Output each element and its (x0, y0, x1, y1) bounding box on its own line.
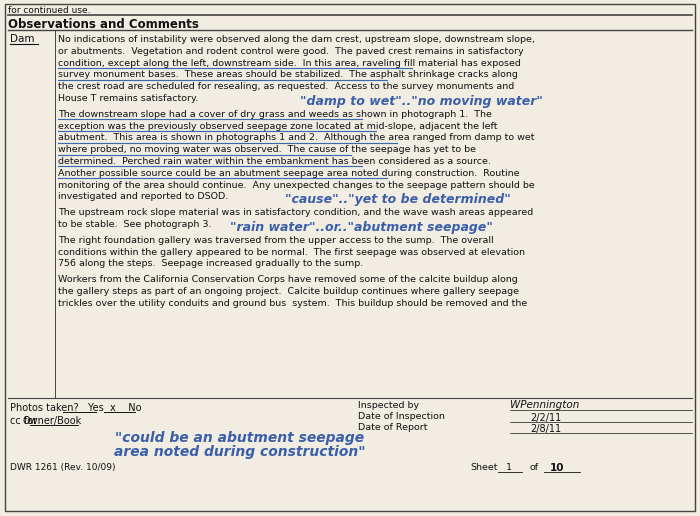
Text: Observations and Comments: Observations and Comments (8, 18, 199, 31)
Text: the crest road are scheduled for resealing, as requested.  Access to the survey : the crest road are scheduled for reseali… (58, 82, 514, 91)
Text: abutment.  This area is shown in photographs 1 and 2.  Although the area ranged : abutment. This area is shown in photogra… (58, 134, 535, 142)
Text: Workers from the California Conservation Corps have removed some of the calcite : Workers from the California Conservation… (58, 275, 518, 284)
Text: DWR 1261 (Rev. 10/09): DWR 1261 (Rev. 10/09) (10, 463, 116, 472)
Text: cc for: cc for (10, 416, 37, 426)
Text: The upstream rock slope material was in satisfactory condition, and the wave was: The upstream rock slope material was in … (58, 208, 533, 217)
Text: 10: 10 (550, 463, 564, 473)
Text: 2/2/11: 2/2/11 (530, 413, 561, 423)
Text: exception was the previously observed seepage zone located at mid-slope, adjacen: exception was the previously observed se… (58, 122, 498, 131)
Text: No indications of instability were observed along the dam crest, upstream slope,: No indications of instability were obser… (58, 35, 535, 44)
Text: "rain water"..or.."abutment seepage": "rain water"..or.."abutment seepage" (230, 221, 493, 234)
Text: Owner/Book: Owner/Book (22, 416, 82, 426)
Text: or abutments.  Vegetation and rodent control were good.  The paved crest remains: or abutments. Vegetation and rodent cont… (58, 47, 524, 56)
Text: Date of Report: Date of Report (358, 423, 428, 432)
Text: Photos taken?   Yes  x    No: Photos taken? Yes x No (10, 403, 141, 413)
Text: 756 along the steps.  Seepage increased gradually to the sump.: 756 along the steps. Seepage increased g… (58, 260, 363, 268)
Text: House T remains satisfactory.: House T remains satisfactory. (58, 94, 198, 103)
Text: determined.  Perched rain water within the embankment has been considered as a s: determined. Perched rain water within th… (58, 157, 491, 166)
Text: "cause".."yet to be determined": "cause".."yet to be determined" (285, 194, 511, 206)
Text: investigated and reported to DSOD.: investigated and reported to DSOD. (58, 192, 228, 201)
Text: Dam: Dam (10, 34, 34, 44)
Text: to be stable.  See photograph 3.: to be stable. See photograph 3. (58, 220, 211, 229)
Text: Date of Inspection: Date of Inspection (358, 412, 445, 421)
Text: of: of (530, 463, 539, 472)
Text: 2/8/11: 2/8/11 (530, 424, 561, 434)
Text: The right foundation gallery was traversed from the upper access to the sump.  T: The right foundation gallery was travers… (58, 236, 494, 245)
Text: The downstream slope had a cover of dry grass and weeds as shown in photograph 1: The downstream slope had a cover of dry … (58, 110, 492, 119)
Text: conditions within the gallery appeared to be normal.  The first seepage was obse: conditions within the gallery appeared t… (58, 248, 525, 256)
Text: Sheet: Sheet (470, 463, 498, 472)
Text: Another possible source could be an abutment seepage area noted during construct: Another possible source could be an abut… (58, 169, 519, 178)
Text: the gallery steps as part of an ongoing project.  Calcite buildup continues wher: the gallery steps as part of an ongoing … (58, 287, 519, 296)
Text: trickles over the utility conduits and ground bus  system.  This buildup should : trickles over the utility conduits and g… (58, 299, 527, 308)
Text: 1: 1 (506, 463, 512, 472)
Text: WPennington: WPennington (510, 400, 580, 410)
Text: condition, except along the left, downstream side.  In this area, raveling fill : condition, except along the left, downst… (58, 59, 521, 68)
Text: "damp to wet".."no moving water": "damp to wet".."no moving water" (300, 95, 543, 108)
Text: monitoring of the area should continue.  Any unexpected changes to the seepage p: monitoring of the area should continue. … (58, 181, 535, 189)
Text: where probed, no moving water was observed.  The cause of the seepage has yet to: where probed, no moving water was observ… (58, 145, 476, 154)
Text: area noted during construction": area noted during construction" (114, 445, 365, 459)
Text: survey monument bases.  These areas should be stabilized.  The asphalt shrinkage: survey monument bases. These areas shoul… (58, 70, 518, 79)
Text: "could be an abutment seepage: "could be an abutment seepage (116, 431, 365, 445)
Text: Inspected by: Inspected by (358, 401, 419, 410)
Text: for continued use.: for continued use. (8, 6, 90, 15)
